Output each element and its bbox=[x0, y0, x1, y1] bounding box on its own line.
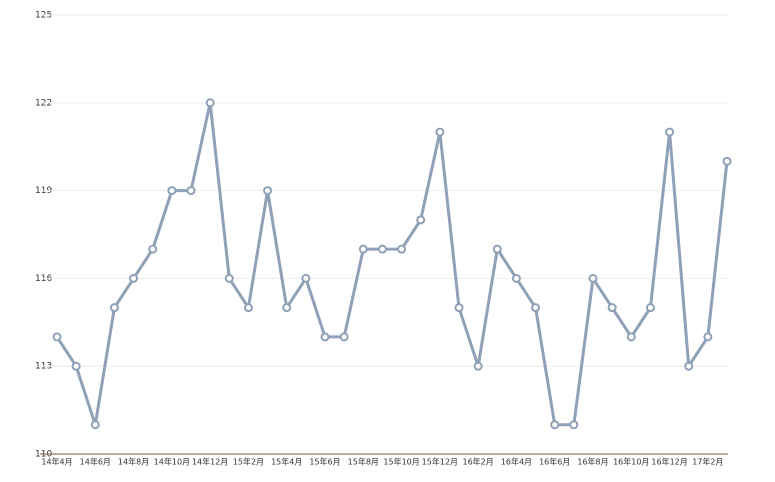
x-tick-label: 16年10月 bbox=[613, 457, 649, 467]
point-marker bbox=[358, 244, 368, 254]
x-tick-label: 14年8月 bbox=[118, 457, 149, 467]
point-marker bbox=[90, 420, 100, 430]
x-tick-label: 14年4月 bbox=[41, 457, 72, 467]
x-tick-label: 15年6月 bbox=[309, 457, 340, 467]
point-marker bbox=[550, 420, 560, 430]
point-marker bbox=[109, 303, 119, 313]
x-tick-label: 16年4月 bbox=[501, 457, 532, 467]
point-marker bbox=[320, 332, 330, 342]
point-marker bbox=[148, 244, 158, 254]
x-tick-label: 14年6月 bbox=[80, 457, 111, 467]
point-marker bbox=[282, 303, 292, 313]
point-marker bbox=[263, 186, 273, 196]
x-tick-label: 16年12月 bbox=[651, 457, 687, 467]
point-marker bbox=[339, 332, 349, 342]
point-marker bbox=[645, 303, 655, 313]
point-marker bbox=[626, 332, 636, 342]
point-marker bbox=[665, 127, 675, 137]
point-marker bbox=[416, 215, 426, 225]
point-marker bbox=[511, 273, 521, 283]
x-tick-label: 14年10月 bbox=[154, 457, 190, 467]
point-marker bbox=[684, 361, 694, 371]
point-marker bbox=[224, 273, 234, 283]
point-marker bbox=[607, 303, 617, 313]
x-tick-label: 14年12月 bbox=[192, 457, 228, 467]
point-marker bbox=[531, 303, 541, 313]
point-marker bbox=[377, 244, 387, 254]
point-marker bbox=[71, 361, 81, 371]
point-marker bbox=[397, 244, 407, 254]
series-line bbox=[55, 101, 729, 427]
point-marker bbox=[186, 186, 196, 196]
point-marker bbox=[301, 273, 311, 283]
x-tick-label: 15年8月 bbox=[348, 457, 379, 467]
x-tick-label: 15年10月 bbox=[383, 457, 419, 467]
point-marker bbox=[454, 303, 464, 313]
point-marker bbox=[588, 273, 598, 283]
x-tick-label: 15年2月 bbox=[233, 457, 264, 467]
point-marker bbox=[569, 420, 579, 430]
point-marker bbox=[243, 303, 253, 313]
x-tick-label: 16年8月 bbox=[577, 457, 608, 467]
point-marker bbox=[129, 273, 139, 283]
point-marker bbox=[722, 156, 732, 166]
x-tick-label: 17年2月 bbox=[692, 457, 723, 467]
point-marker bbox=[473, 361, 483, 371]
point-marker bbox=[167, 186, 177, 196]
x-tick-label: 15年12月 bbox=[422, 457, 458, 467]
point-marker bbox=[703, 332, 713, 342]
point-marker bbox=[52, 332, 62, 342]
point-marker bbox=[492, 244, 502, 254]
x-tick-label: 16年2月 bbox=[463, 457, 494, 467]
x-tick-label: 15年4月 bbox=[271, 457, 302, 467]
point-marker bbox=[205, 98, 215, 108]
x-tick-label: 16年6月 bbox=[539, 457, 570, 467]
point-marker bbox=[435, 127, 445, 137]
